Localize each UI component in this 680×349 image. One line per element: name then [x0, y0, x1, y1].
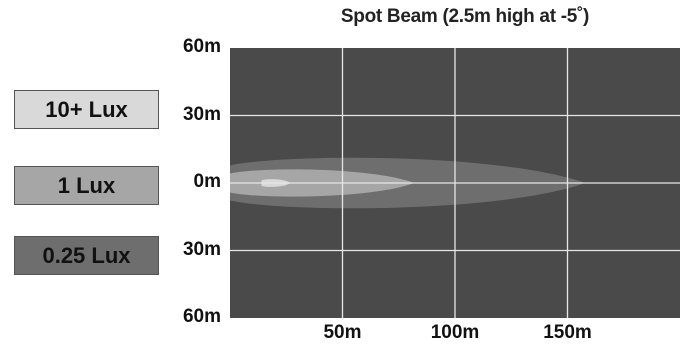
y-tick-label: 0m	[193, 171, 221, 192]
x-tick-label: 50m	[323, 322, 362, 343]
chart-title: Spot Beam (2.5m high at -5˚)	[340, 6, 590, 27]
y-tick-label: 30m	[182, 238, 221, 260]
y-tick-label: 60m	[182, 36, 221, 57]
x-tick-label: 100m	[430, 322, 480, 343]
legend-item: 0.25 Lux	[14, 236, 159, 275]
legend-item: 1 Lux	[14, 166, 159, 205]
x-tick-label: 150m	[543, 322, 592, 343]
plot-area	[230, 48, 680, 318]
legend-item: 10+ Lux	[14, 90, 159, 129]
y-tick-label: 60m	[182, 306, 221, 327]
y-tick-label: 30m	[182, 103, 221, 125]
